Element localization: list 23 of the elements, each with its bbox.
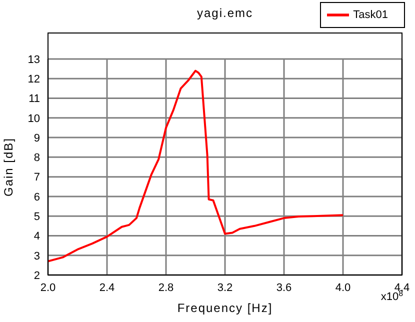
x-tick-label: 2.4 bbox=[99, 282, 115, 294]
y-axis-title: Gain [dB] bbox=[1, 137, 16, 197]
y-tick-label: 8 bbox=[34, 152, 40, 164]
y-tick-label: 11 bbox=[28, 93, 40, 106]
y-tick-label: 9 bbox=[34, 132, 40, 144]
line-series bbox=[48, 70, 344, 262]
y-tick-label: 7 bbox=[34, 172, 40, 184]
x-tick-label: 4.0 bbox=[335, 282, 351, 294]
legend-label: Task01 bbox=[353, 8, 388, 21]
y-tick-label: 12 bbox=[28, 74, 40, 86]
y-tick-label: 4 bbox=[34, 230, 40, 243]
x-axis-title: Frequency [Hz] bbox=[177, 301, 273, 315]
chart-title: yagi.emc bbox=[196, 6, 254, 20]
x-tick-label: 3.6 bbox=[276, 282, 292, 294]
x-tick-label: 2.0 bbox=[40, 282, 56, 294]
x-tick-label: 2.8 bbox=[158, 282, 174, 294]
y-tick-label: 13 bbox=[28, 54, 40, 66]
y-tick-label: 6 bbox=[34, 191, 40, 204]
y-tick-label: 3 bbox=[34, 250, 40, 262]
y-tick-label: 5 bbox=[34, 210, 40, 223]
x-tick-label: 3.2 bbox=[217, 282, 233, 294]
y-tick-label: 2 bbox=[34, 270, 40, 282]
y-tick-label: 10 bbox=[28, 112, 40, 125]
